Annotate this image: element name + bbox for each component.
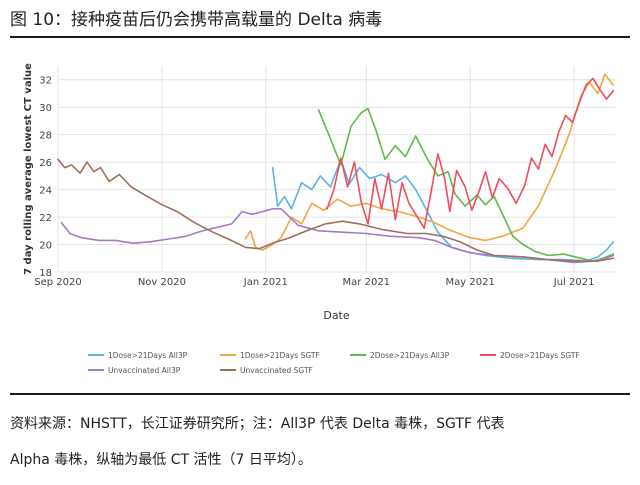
x-tick-label: Mar 2021 xyxy=(343,277,391,288)
y-axis-title: 7 day rolling average lowest CT value xyxy=(23,63,34,275)
legend-label: Unvaccinated All3P xyxy=(108,366,181,375)
gridlines xyxy=(57,66,615,273)
legend-label: 2Dose>21Days All3P xyxy=(370,351,450,360)
y-tick-label: 20 xyxy=(39,241,52,252)
x-tick-label: Jul 2021 xyxy=(553,277,595,288)
y-tick-label: 28 xyxy=(39,131,52,142)
legend-label: 1Dose>21Days SGTF xyxy=(240,351,320,360)
series-line xyxy=(244,73,615,251)
y-tick-label: 26 xyxy=(39,158,52,169)
series-line xyxy=(326,77,615,229)
legend-label: 1Dose>21Days All3P xyxy=(108,351,188,360)
line-chart: 18 20 22 24 26 28 30 32 Sep 2020 Nov 2020 Jan 2021… xyxy=(23,63,615,375)
x-tick-label: Sep 2020 xyxy=(34,277,81,288)
x-axis-title: Date xyxy=(323,309,350,322)
x-tick-label: Nov 2020 xyxy=(138,277,186,288)
x-tick-label: May 2021 xyxy=(446,277,495,288)
series-line xyxy=(57,158,615,262)
source-line-1: 资料来源：NHSTT，长江证券研究所；注：All3P 代表 Delta 毒株，S… xyxy=(10,416,505,432)
x-tick-label: Jan 2021 xyxy=(243,277,288,288)
figure-title: 图 10：接种疫苗后仍会携带高载量的 Delta 病毒 xyxy=(10,10,383,30)
source-note: 资料来源：NHSTT，长江证券研究所；注：All3P 代表 Delta 毒株，S… xyxy=(10,406,630,478)
y-tick-label: 18 xyxy=(39,268,52,279)
series-lines xyxy=(57,73,615,264)
y-tick-label: 24 xyxy=(39,186,52,197)
axes: 18 20 22 24 26 28 30 32 Sep 2020 Nov 2020 Jan 2021… xyxy=(23,63,594,322)
legend: 1Dose>21Days All3P 1Dose>21Days SGTF 2Dose… xyxy=(88,351,580,375)
source-line-2: Alpha 毒株，纵轴为最低 CT 活性（7 日平均）。 xyxy=(10,452,312,468)
y-tick-label: 32 xyxy=(39,76,52,87)
series-line xyxy=(317,107,615,262)
title-divider xyxy=(10,36,630,38)
y-tick-label: 30 xyxy=(39,103,52,114)
y-tick-label: 22 xyxy=(39,213,52,224)
footer-divider xyxy=(10,393,630,395)
legend-label: Unvaccinated SGTF xyxy=(240,366,313,375)
legend-label: 2Dose>21Days SGTF xyxy=(500,351,580,360)
